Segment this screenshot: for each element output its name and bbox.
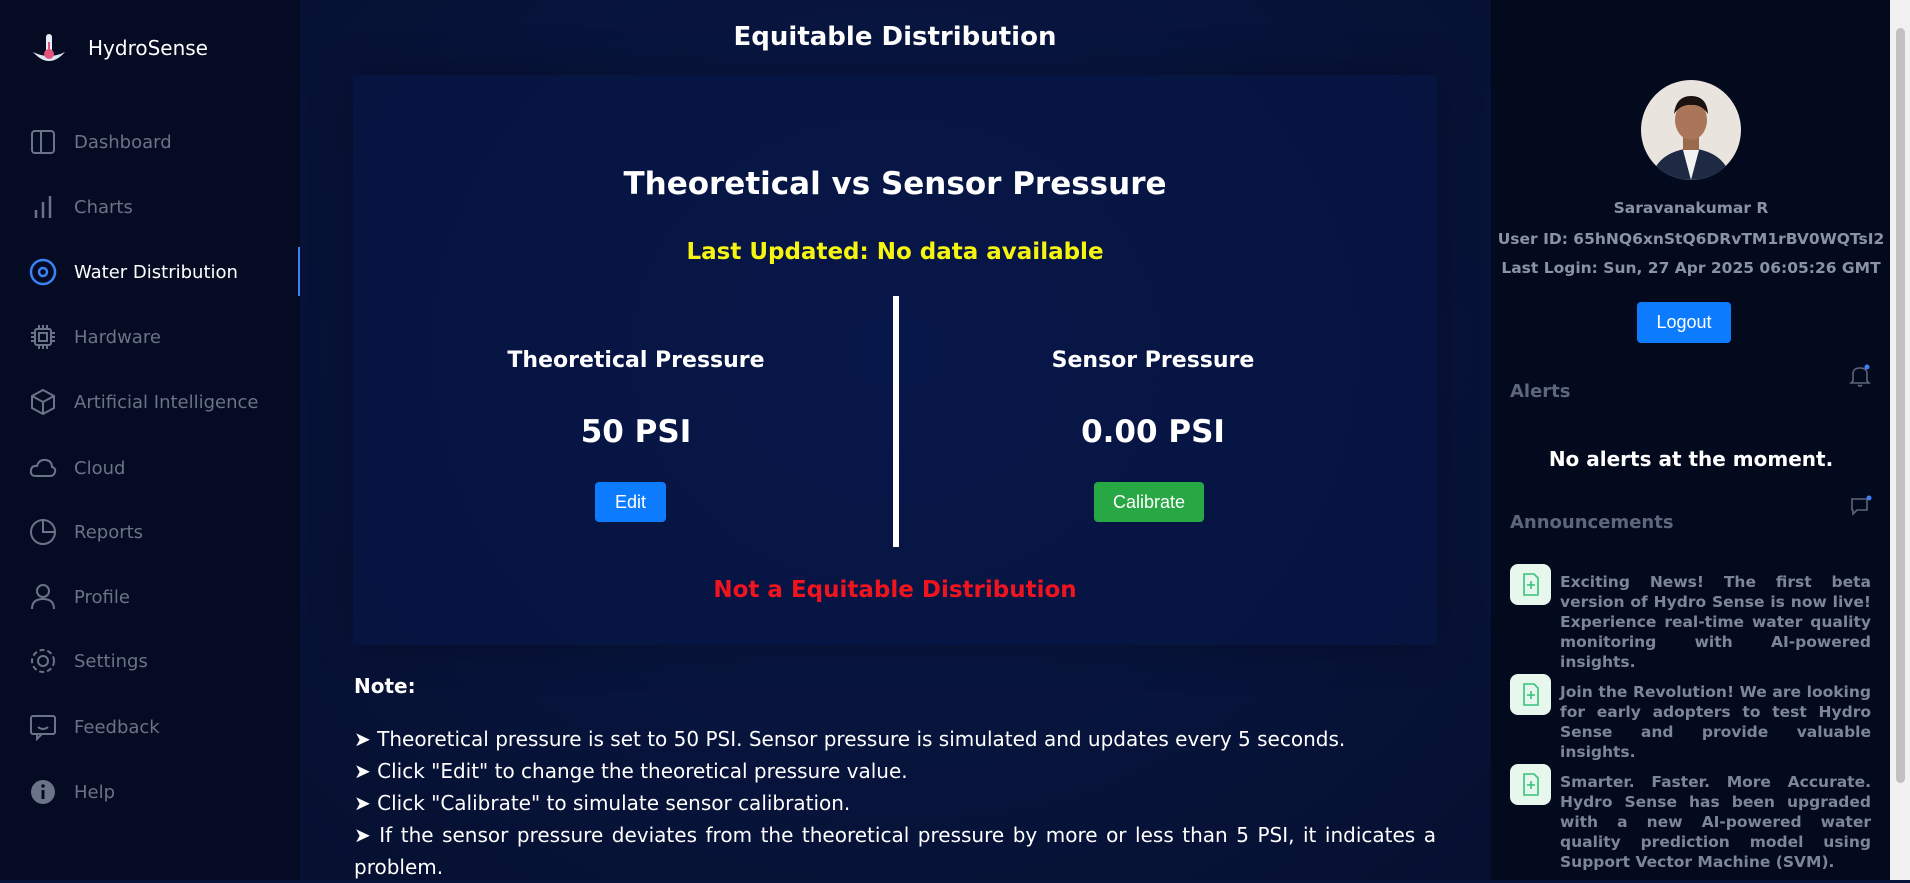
last-login: Last Login: Sun, 27 Apr 2025 06:05:26 GM… [1501, 259, 1881, 277]
avatar[interactable] [1641, 80, 1741, 180]
alerts-empty: No alerts at the moment. [1548, 447, 1834, 471]
nav-icon [29, 258, 57, 286]
sidebar: HydroSense Dashboard Charts Water Distribu… [0, 0, 300, 880]
note-title: Note: [354, 674, 416, 698]
notes: ➤ Theoretical pressure is set to 50 PSI.… [354, 723, 1436, 883]
nav-icon [34, 196, 52, 218]
main: Equitable Distribution Theoretical vs Se… [300, 0, 1491, 880]
bell-icon[interactable] [1849, 364, 1871, 388]
nav-label: Help [74, 781, 116, 803]
sensor-label: Sensor Pressure [1051, 348, 1255, 373]
last-updated: Last Updated: No data available [686, 239, 1104, 265]
calibrate-button[interactable]: Calibrate [1094, 482, 1204, 522]
user-name: Saravanakumar R [1613, 199, 1769, 217]
nav-icon [31, 649, 55, 673]
nav-item[interactable]: Water Distribution [28, 252, 288, 292]
nav-item[interactable]: Profile [28, 577, 288, 617]
nav-icon [29, 458, 57, 477]
logo [33, 34, 65, 61]
nav-item[interactable]: Reports [28, 512, 288, 552]
logout-button[interactable]: Logout [1637, 302, 1731, 343]
announcement-text: Exciting News! The first beta version of… [1560, 573, 1871, 671]
nav-icon [31, 325, 55, 349]
nav-icon [31, 130, 55, 154]
scrollbar-thumb[interactable] [1896, 28, 1905, 783]
nav-item[interactable]: Dashboard [28, 122, 288, 162]
nav-label: Settings [74, 650, 148, 672]
nav-label: Water Distribution [74, 261, 238, 283]
nav-label: Artificial Intelligence [74, 391, 259, 413]
nav-item[interactable]: Feedback [28, 707, 288, 747]
note-line: ➤ Theoretical pressure is set to 50 PSI.… [354, 727, 1346, 751]
nav-label: Dashboard [74, 131, 172, 153]
nav-item[interactable]: Artificial Intelligence [28, 382, 288, 422]
chat-icon[interactable] [1849, 494, 1873, 518]
nav-item[interactable]: Hardware [28, 317, 288, 357]
nav-label: Hardware [74, 326, 161, 348]
theoretical-label: Theoretical Pressure [507, 348, 765, 373]
announcement-text: Smarter. Faster. More Accurate. Hydro Se… [1560, 773, 1871, 871]
status: Not a Equitable Distribution [713, 577, 1077, 603]
theoretical-value: 50 PSI [580, 414, 692, 450]
nav-icon [31, 388, 55, 416]
announcement-text: Join the Revolution! We are looking for … [1560, 683, 1871, 761]
announcement-icon [1510, 764, 1551, 805]
nav-item[interactable]: Charts [28, 187, 288, 227]
nav-label: Charts [74, 196, 133, 218]
nav-label: Feedback [74, 716, 160, 738]
page-title: Equitable Distribution [733, 22, 1057, 52]
nav-icon [30, 715, 56, 742]
nav-item[interactable]: Help [28, 772, 288, 812]
nav-item[interactable]: Settings [28, 641, 288, 681]
nav-icon [30, 519, 56, 545]
alerts-title: Alerts [1510, 381, 1571, 402]
brand: HydroSense [88, 36, 208, 60]
active-indicator [298, 247, 300, 296]
announcement-icon [1510, 564, 1551, 605]
announcements-title: Announcements [1510, 512, 1674, 533]
nav-icon [31, 584, 55, 610]
nav-item[interactable]: Cloud [28, 448, 288, 488]
note-line: ➤ Click "Edit" to change the theoretical… [354, 759, 908, 783]
sensor-value: 0.00 PSI [1081, 414, 1225, 450]
note-line: ➤ Click "Calibrate" to simulate sensor c… [354, 791, 851, 815]
nav-label: Cloud [74, 457, 126, 479]
nav-label: Reports [74, 521, 144, 543]
card-title: Theoretical vs Sensor Pressure [623, 166, 1167, 202]
divider [893, 296, 899, 547]
nav-icon [31, 780, 55, 804]
edit-button[interactable]: Edit [595, 482, 666, 522]
announcement-icon [1510, 674, 1551, 715]
nav-label: Profile [74, 586, 130, 608]
note-line: ➤ If the sensor pressure deviates from t… [354, 823, 1436, 879]
user-id: User ID: 65hNQ6xnStQ6DRvTM1rBV0WQTsI2 [1497, 230, 1885, 248]
